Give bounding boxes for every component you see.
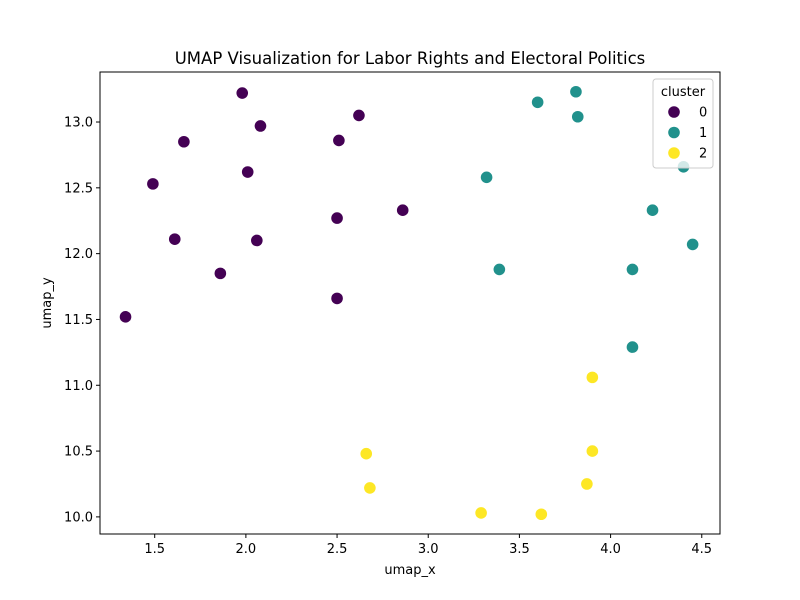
point-cluster-1-2 <box>571 110 584 123</box>
ticks-layer: 1.5 2.0 2.5 3.0 3.5 4.0 4.5 10.0 10.5 11.0 11.5 12.… <box>64 116 712 557</box>
point-cluster-0-2 <box>254 120 267 132</box>
point-cluster-1-4 <box>480 171 493 184</box>
y-tick-label: 13.0 <box>64 116 93 131</box>
legend: cluster 0 1 2 <box>652 78 714 169</box>
legend-marker-2 <box>668 147 680 159</box>
y-tick-label: 11.0 <box>64 379 93 394</box>
legend-marker-1 <box>668 126 680 139</box>
x-tick-label: 2.0 <box>236 542 257 557</box>
x-tick-label: 4.5 <box>691 542 712 557</box>
x-tick-label: 2.5 <box>327 542 348 557</box>
chart-title: UMAP Visualization for Labor Rights and … <box>175 49 646 68</box>
point-cluster-0-12 <box>331 292 343 305</box>
y-tick-label: 12.5 <box>64 181 93 196</box>
point-cluster-1-0 <box>570 85 582 98</box>
x-tick-label: 4.0 <box>600 542 621 557</box>
point-cluster-2-2 <box>586 445 599 457</box>
point-cluster-0-0 <box>236 87 249 99</box>
point-cluster-2-3 <box>364 482 376 494</box>
point-cluster-1-1 <box>531 96 544 109</box>
point-cluster-1-9 <box>626 341 639 353</box>
point-cluster-2-4 <box>581 478 593 490</box>
point-cluster-1-6 <box>686 238 699 251</box>
x-tick-label: 3.0 <box>418 542 439 557</box>
x-axis-label: umap_x <box>384 563 436 578</box>
y-tick-label: 10.5 <box>64 445 93 460</box>
y-axis-label: umap_y <box>40 277 55 329</box>
point-cluster-1-7 <box>493 263 506 276</box>
legend-label-1: 1 <box>699 126 707 141</box>
points-layer <box>119 85 699 521</box>
point-cluster-0-3 <box>178 135 190 148</box>
point-cluster-0-5 <box>241 166 254 178</box>
y-tick-label: 12.0 <box>64 247 93 262</box>
y-tick-label: 11.5 <box>64 313 93 328</box>
y-tick-label: 10.0 <box>64 510 93 525</box>
point-cluster-0-4 <box>333 134 345 147</box>
legend-label-2: 2 <box>699 147 707 162</box>
point-cluster-2-5 <box>475 507 487 519</box>
x-tick-label: 3.5 <box>509 542 530 557</box>
point-cluster-0-1 <box>353 109 365 122</box>
legend-title: cluster <box>661 85 706 100</box>
point-cluster-0-10 <box>251 234 263 247</box>
point-cluster-0-7 <box>396 204 409 217</box>
point-cluster-2-6 <box>535 508 548 521</box>
legend-frame <box>652 78 714 169</box>
point-cluster-2-0 <box>586 371 599 384</box>
legend-marker-0 <box>668 106 680 118</box>
point-cluster-0-9 <box>168 233 181 245</box>
point-cluster-0-8 <box>331 212 343 224</box>
legend-items: 0 1 2 <box>668 106 707 162</box>
point-cluster-1-5 <box>646 204 659 217</box>
plot-frame <box>99 71 721 535</box>
point-cluster-2-1 <box>360 447 373 460</box>
point-cluster-0-6 <box>147 178 159 190</box>
point-cluster-0-11 <box>214 267 227 280</box>
legend-label-0: 0 <box>699 106 707 121</box>
x-tick-label: 1.5 <box>144 542 165 557</box>
point-cluster-0-13 <box>119 311 132 323</box>
point-cluster-1-8 <box>626 263 639 276</box>
